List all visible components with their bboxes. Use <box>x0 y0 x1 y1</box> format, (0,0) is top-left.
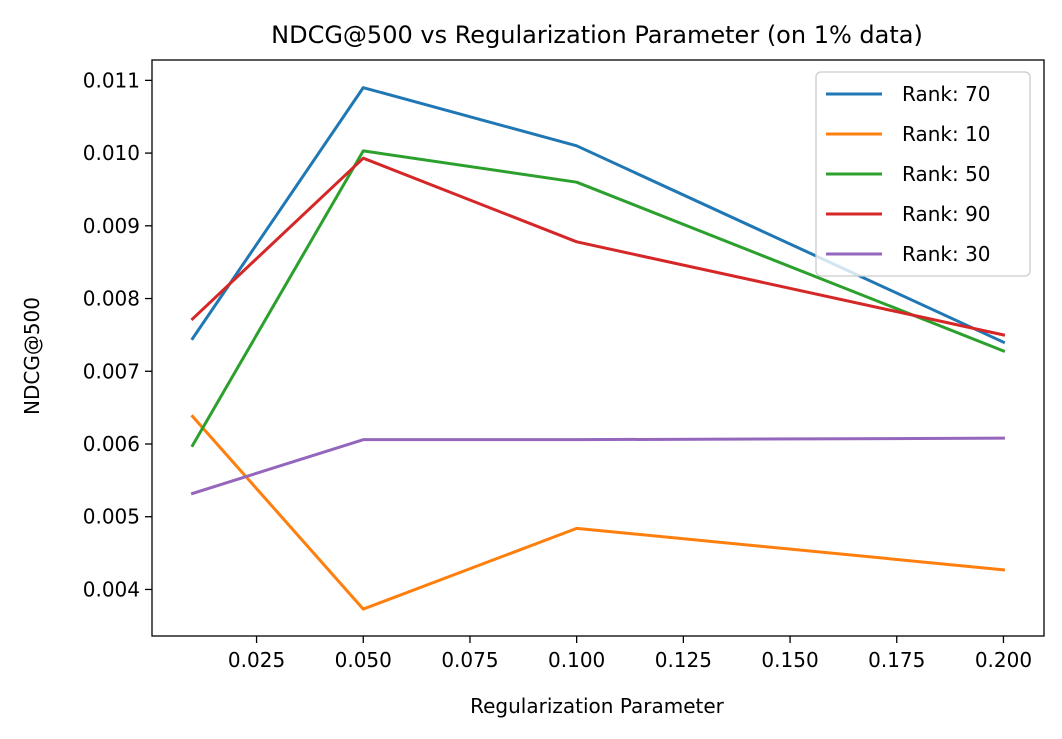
plot-area <box>151 59 1045 637</box>
legend-label: Rank: 70 <box>902 82 991 106</box>
x-tick-label: 0.075 <box>441 648 498 672</box>
legend-label: Rank: 90 <box>902 202 991 226</box>
x-tick-label: 0.025 <box>228 648 285 672</box>
series-line-rank-10 <box>190 414 1006 611</box>
y-tick-label: 0.004 <box>83 577 140 601</box>
y-tick-label: 0.011 <box>83 68 140 92</box>
y-tick-label: 0.007 <box>83 359 140 383</box>
y-tick-label: 0.010 <box>83 141 140 165</box>
x-axis-label: Regularization Parameter <box>470 694 725 718</box>
chart-title: NDCG@500 vs Regularization Parameter (on… <box>271 21 923 49</box>
y-tick-label: 0.009 <box>83 214 140 238</box>
y-axis-ticks: 0.004 0.005 0.006 0.007 0.008 0.009 0.010 0.011 <box>83 68 152 601</box>
legend-label: Rank: 30 <box>902 242 991 266</box>
legend: Rank: 70 Rank: 10 Rank: 50 Rank: 90 Rank: 30 <box>815 71 1031 277</box>
x-tick-label: 0.100 <box>548 648 605 672</box>
y-axis-label: NDCG@500 <box>20 297 44 415</box>
legend-box <box>815 71 1031 277</box>
series-line-rank-30 <box>190 436 1005 496</box>
y-tick-label: 0.006 <box>83 432 140 456</box>
series-line-rank-50 <box>190 149 1006 448</box>
x-tick-label: 0.050 <box>335 648 392 672</box>
legend-label: Rank: 10 <box>902 122 991 146</box>
y-tick-label: 0.005 <box>83 505 140 529</box>
x-tick-label: 0.200 <box>975 648 1032 672</box>
plot-frame <box>151 59 1045 637</box>
x-tick-label: 0.125 <box>655 648 712 672</box>
series-line-rank-70 <box>190 86 1006 345</box>
series-line-rank-90 <box>190 156 1006 337</box>
legend-label: Rank: 50 <box>902 162 991 186</box>
x-axis-ticks: 0.025 0.050 0.075 0.100 0.125 0.150 0.175 0.200 <box>228 636 1032 672</box>
series-layer <box>190 86 1006 611</box>
x-tick-label: 0.175 <box>868 648 925 672</box>
y-tick-label: 0.008 <box>83 287 140 311</box>
x-tick-label: 0.150 <box>761 648 818 672</box>
